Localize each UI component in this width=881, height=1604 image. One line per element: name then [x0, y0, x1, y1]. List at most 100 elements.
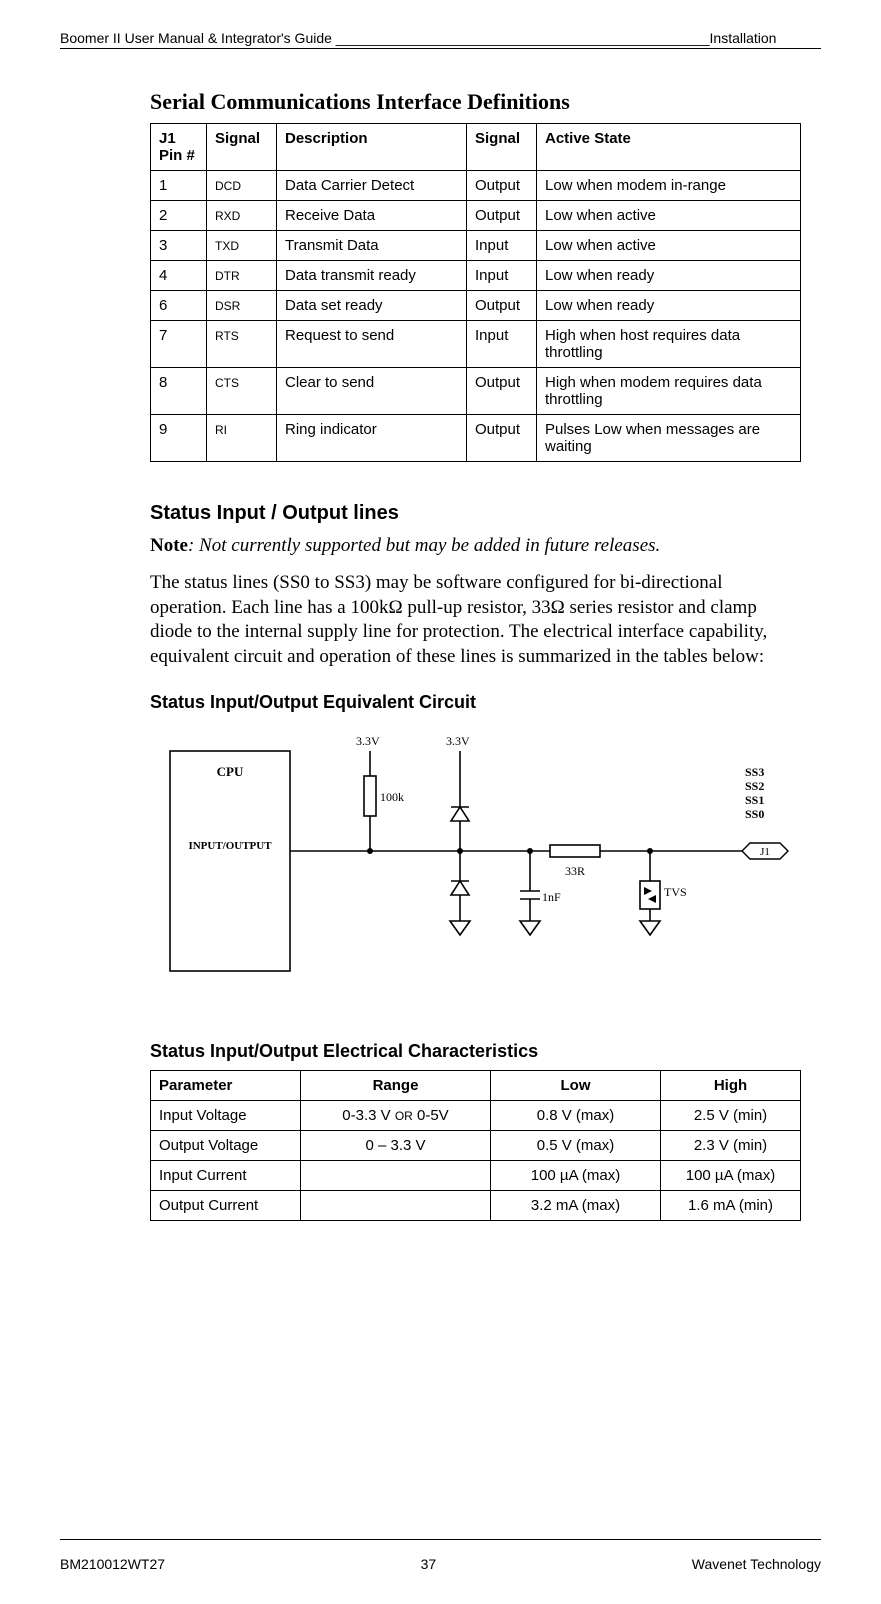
table-cell: RTS [207, 321, 277, 368]
table-cell: Receive Data [277, 201, 467, 231]
table-row: Input Current 100 µA (max)100 µA (max) [151, 1160, 801, 1190]
table-cell: High when modem requires data throttling [537, 368, 801, 415]
svg-text:33R: 33R [565, 864, 585, 878]
table-cell: 9 [151, 415, 207, 462]
table-row: Output Voltage0 – 3.3 V0.5 V (max)2.3 V … [151, 1130, 801, 1160]
table-cell: Input [467, 321, 537, 368]
table-cell: 0.8 V (max) [491, 1100, 661, 1130]
svg-text:1nF: 1nF [542, 890, 561, 904]
table-row: 9RIRing indicatorOutputPulses Low when m… [151, 415, 801, 462]
table-cell [301, 1160, 491, 1190]
table-cell: 6 [151, 291, 207, 321]
table-cell: 0-3.3 V OR 0-5V [301, 1100, 491, 1130]
table-cell: TXD [207, 231, 277, 261]
table-cell: 2.5 V (min) [661, 1100, 801, 1130]
table-cell: RI [207, 415, 277, 462]
svg-text:J1: J1 [760, 846, 770, 858]
section1-title: Serial Communications Interface Definiti… [150, 89, 801, 115]
eth-low: Low [491, 1070, 661, 1100]
table-cell: Output [467, 368, 537, 415]
note-line: Note: Not currently supported but may be… [150, 535, 801, 557]
svg-text:SS3: SS3 [745, 765, 764, 779]
table-cell: Input [467, 261, 537, 291]
table-cell: Pulses Low when messages are waiting [537, 415, 801, 462]
table-cell: Ring indicator [277, 415, 467, 462]
table-cell: Low when active [537, 231, 801, 261]
table-cell: 8 [151, 368, 207, 415]
table-cell: 1 [151, 171, 207, 201]
table-cell: Output Current [151, 1190, 301, 1220]
table-row: 3TXDTransmit DataInputLow when active [151, 231, 801, 261]
svg-text:TVS: TVS [664, 885, 687, 899]
note-italic: : Not currently supported but may be add… [188, 535, 660, 556]
note-bold: Note [150, 535, 188, 556]
header-left: Boomer II User Manual & Integrator's Gui… [60, 30, 776, 46]
table-cell: Data transmit ready [277, 261, 467, 291]
section2-title: Status Input / Output lines [150, 502, 801, 525]
section3-title: Status Input/Output Equivalent Circuit [150, 692, 801, 713]
eth-high: High [661, 1070, 801, 1100]
svg-text:SS2: SS2 [745, 779, 764, 793]
table-row: Output Current 3.2 mA (max)1.6 mA (min) [151, 1190, 801, 1220]
footer-rule [60, 1539, 821, 1540]
table-cell: 2.3 V (min) [661, 1130, 801, 1160]
svg-text:INPUT/OUTPUT: INPUT/OUTPUT [188, 840, 272, 852]
th-desc: Description [277, 124, 467, 171]
table-cell: DSR [207, 291, 277, 321]
svg-text:CPU: CPU [217, 764, 244, 779]
table-cell: Output Voltage [151, 1130, 301, 1160]
footer-right: Wavenet Technology [692, 1556, 821, 1572]
th-signal1: Signal [207, 124, 277, 171]
table-row: 7RTSRequest to sendInputHigh when host r… [151, 321, 801, 368]
header-rule [60, 48, 821, 49]
svg-text:SS1: SS1 [745, 793, 764, 807]
table-cell: 2 [151, 201, 207, 231]
svg-text:SS0: SS0 [745, 807, 764, 821]
table-cell: Low when ready [537, 261, 801, 291]
table-cell [301, 1190, 491, 1220]
table-cell: 0 – 3.3 V [301, 1130, 491, 1160]
table-cell: DTR [207, 261, 277, 291]
footer-center: 37 [421, 1556, 437, 1572]
table-cell: 1.6 mA (min) [661, 1190, 801, 1220]
table-cell: Low when modem in-range [537, 171, 801, 201]
table-cell: CTS [207, 368, 277, 415]
table-cell: Output [467, 171, 537, 201]
table-cell: Output [467, 291, 537, 321]
table-cell: Clear to send [277, 368, 467, 415]
table-cell: 3.2 mA (max) [491, 1190, 661, 1220]
table-cell: Output [467, 415, 537, 462]
table-cell: 7 [151, 321, 207, 368]
table-cell: 0.5 V (max) [491, 1130, 661, 1160]
table-row: Input Voltage0-3.3 V OR 0-5V0.8 V (max)2… [151, 1100, 801, 1130]
table-row: 4DTRData transmit readyInputLow when rea… [151, 261, 801, 291]
table-cell: DCD [207, 171, 277, 201]
th-active: Active State [537, 124, 801, 171]
th-signal2: Signal [467, 124, 537, 171]
svg-text:100k: 100k [380, 790, 404, 804]
table-cell: Request to send [277, 321, 467, 368]
table-cell: High when host requires data throttling [537, 321, 801, 368]
svg-text:3.3V: 3.3V [446, 734, 470, 748]
table-cell: 3 [151, 231, 207, 261]
table-cell: RXD [207, 201, 277, 231]
svg-text:3.3V: 3.3V [356, 734, 380, 748]
table-cell: 100 µA (max) [661, 1160, 801, 1190]
footer-left: BM210012WT27 [60, 1556, 165, 1572]
table-cell: 100 µA (max) [491, 1160, 661, 1190]
serial-table: J1Pin # Signal Description Signal Active… [150, 123, 801, 462]
table-cell: Transmit Data [277, 231, 467, 261]
table-cell: 4 [151, 261, 207, 291]
table-cell: Data Carrier Detect [277, 171, 467, 201]
circuit-diagram: CPU INPUT/OUTPUT 3.3V 100k 3.3V 1nF 33R TVS J1 SS… [150, 721, 790, 1001]
table-row: 6DSRData set readyOutputLow when ready [151, 291, 801, 321]
table-cell: Data set ready [277, 291, 467, 321]
table-cell: Input [467, 231, 537, 261]
table-cell: Input Voltage [151, 1100, 301, 1130]
table-cell: Input Current [151, 1160, 301, 1190]
section4-title: Status Input/Output Electrical Character… [150, 1041, 801, 1062]
electrical-table: Parameter Range Low High Input Voltage0-… [150, 1070, 801, 1221]
table-cell: Output [467, 201, 537, 231]
eth-range: Range [301, 1070, 491, 1100]
eth-param: Parameter [151, 1070, 301, 1100]
